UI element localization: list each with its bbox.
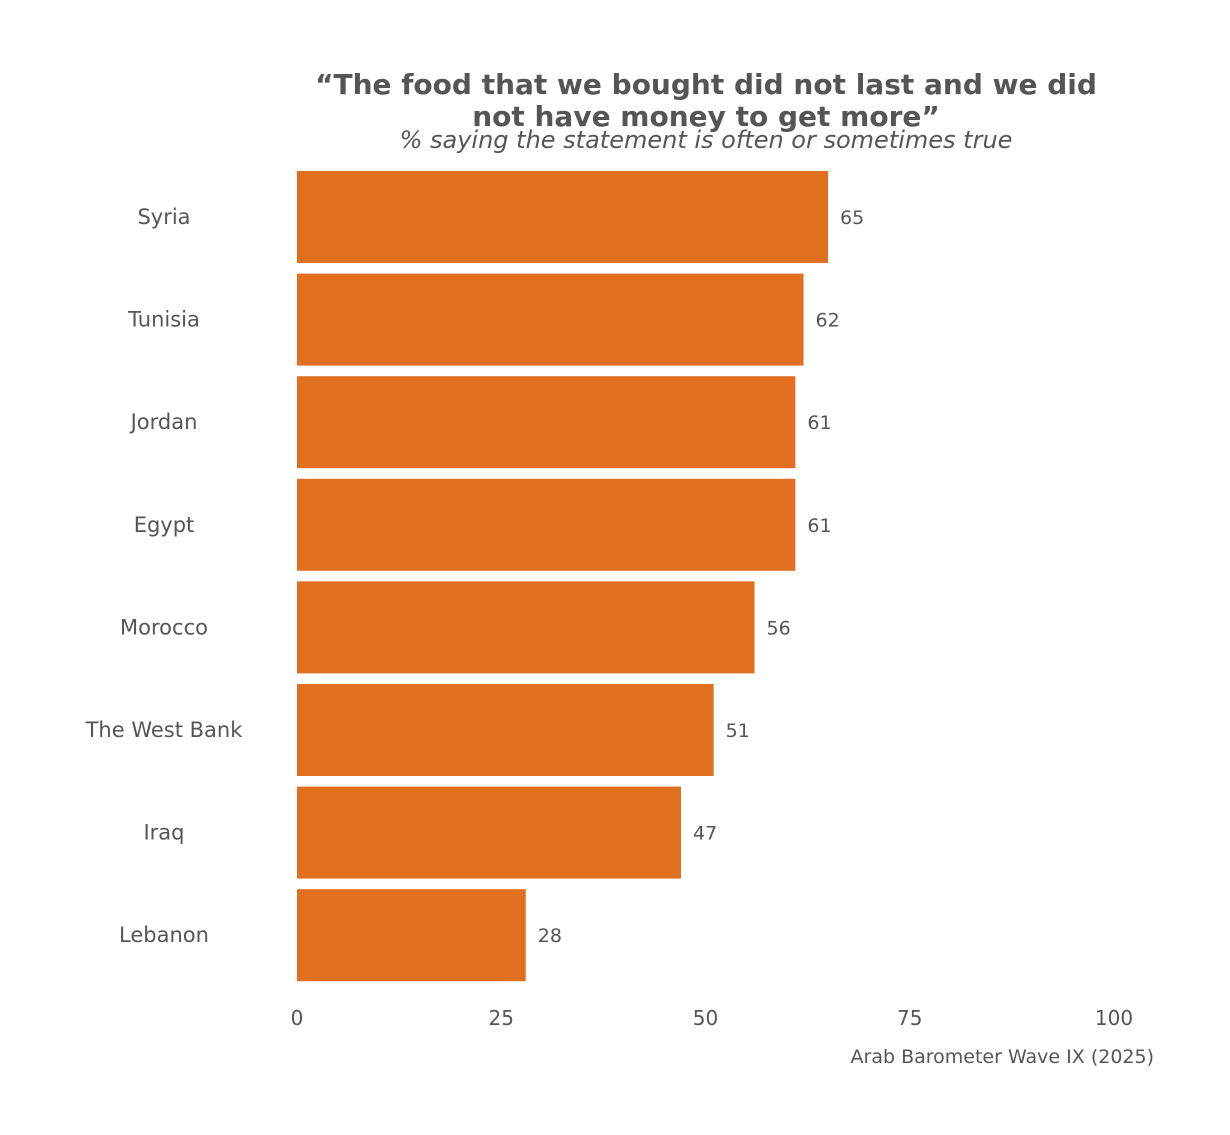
bar-2 [297, 376, 796, 469]
bar-7 [297, 889, 526, 982]
category-label-0: Syria [137, 205, 190, 229]
x-tick-label-2: 50 [693, 1006, 718, 1030]
x-tick-label-3: 75 [897, 1006, 922, 1030]
data-label-5: 51 [726, 720, 750, 742]
data-label-4: 56 [767, 617, 791, 639]
data-label-0: 65 [840, 207, 864, 229]
bar-1 [297, 273, 804, 366]
x-tick-label-1: 25 [489, 1006, 514, 1030]
data-label-7: 28 [538, 925, 562, 947]
category-label-7: Lebanon [119, 923, 209, 947]
bar-6 [297, 786, 681, 879]
data-label-2: 61 [807, 412, 831, 434]
chart-caption: Arab Barometer Wave IX (2025) [850, 1046, 1154, 1068]
chart-subtitle: % saying the statement is often or somet… [399, 126, 1013, 154]
category-label-2: Jordan [129, 410, 198, 434]
data-label-6: 47 [693, 823, 717, 845]
bar-4 [297, 581, 755, 674]
x-tick-label-0: 0 [291, 1006, 304, 1030]
category-label-6: Iraq [143, 821, 184, 845]
category-label-5: The West Bank [85, 718, 244, 742]
chart-title-line-1: “The food that we bought did not last an… [315, 68, 1097, 101]
x-tick-label-4: 100 [1095, 1006, 1133, 1030]
category-label-4: Morocco [120, 615, 208, 639]
category-label-1: Tunisia [127, 308, 200, 332]
category-label-3: Egypt [134, 513, 195, 537]
bar-3 [297, 478, 796, 571]
bar-0 [297, 171, 829, 263]
data-label-1: 62 [816, 310, 840, 332]
chart-title-line-2: not have money to get more” [472, 100, 940, 133]
data-label-3: 61 [807, 515, 831, 537]
bar-5 [297, 684, 714, 776]
